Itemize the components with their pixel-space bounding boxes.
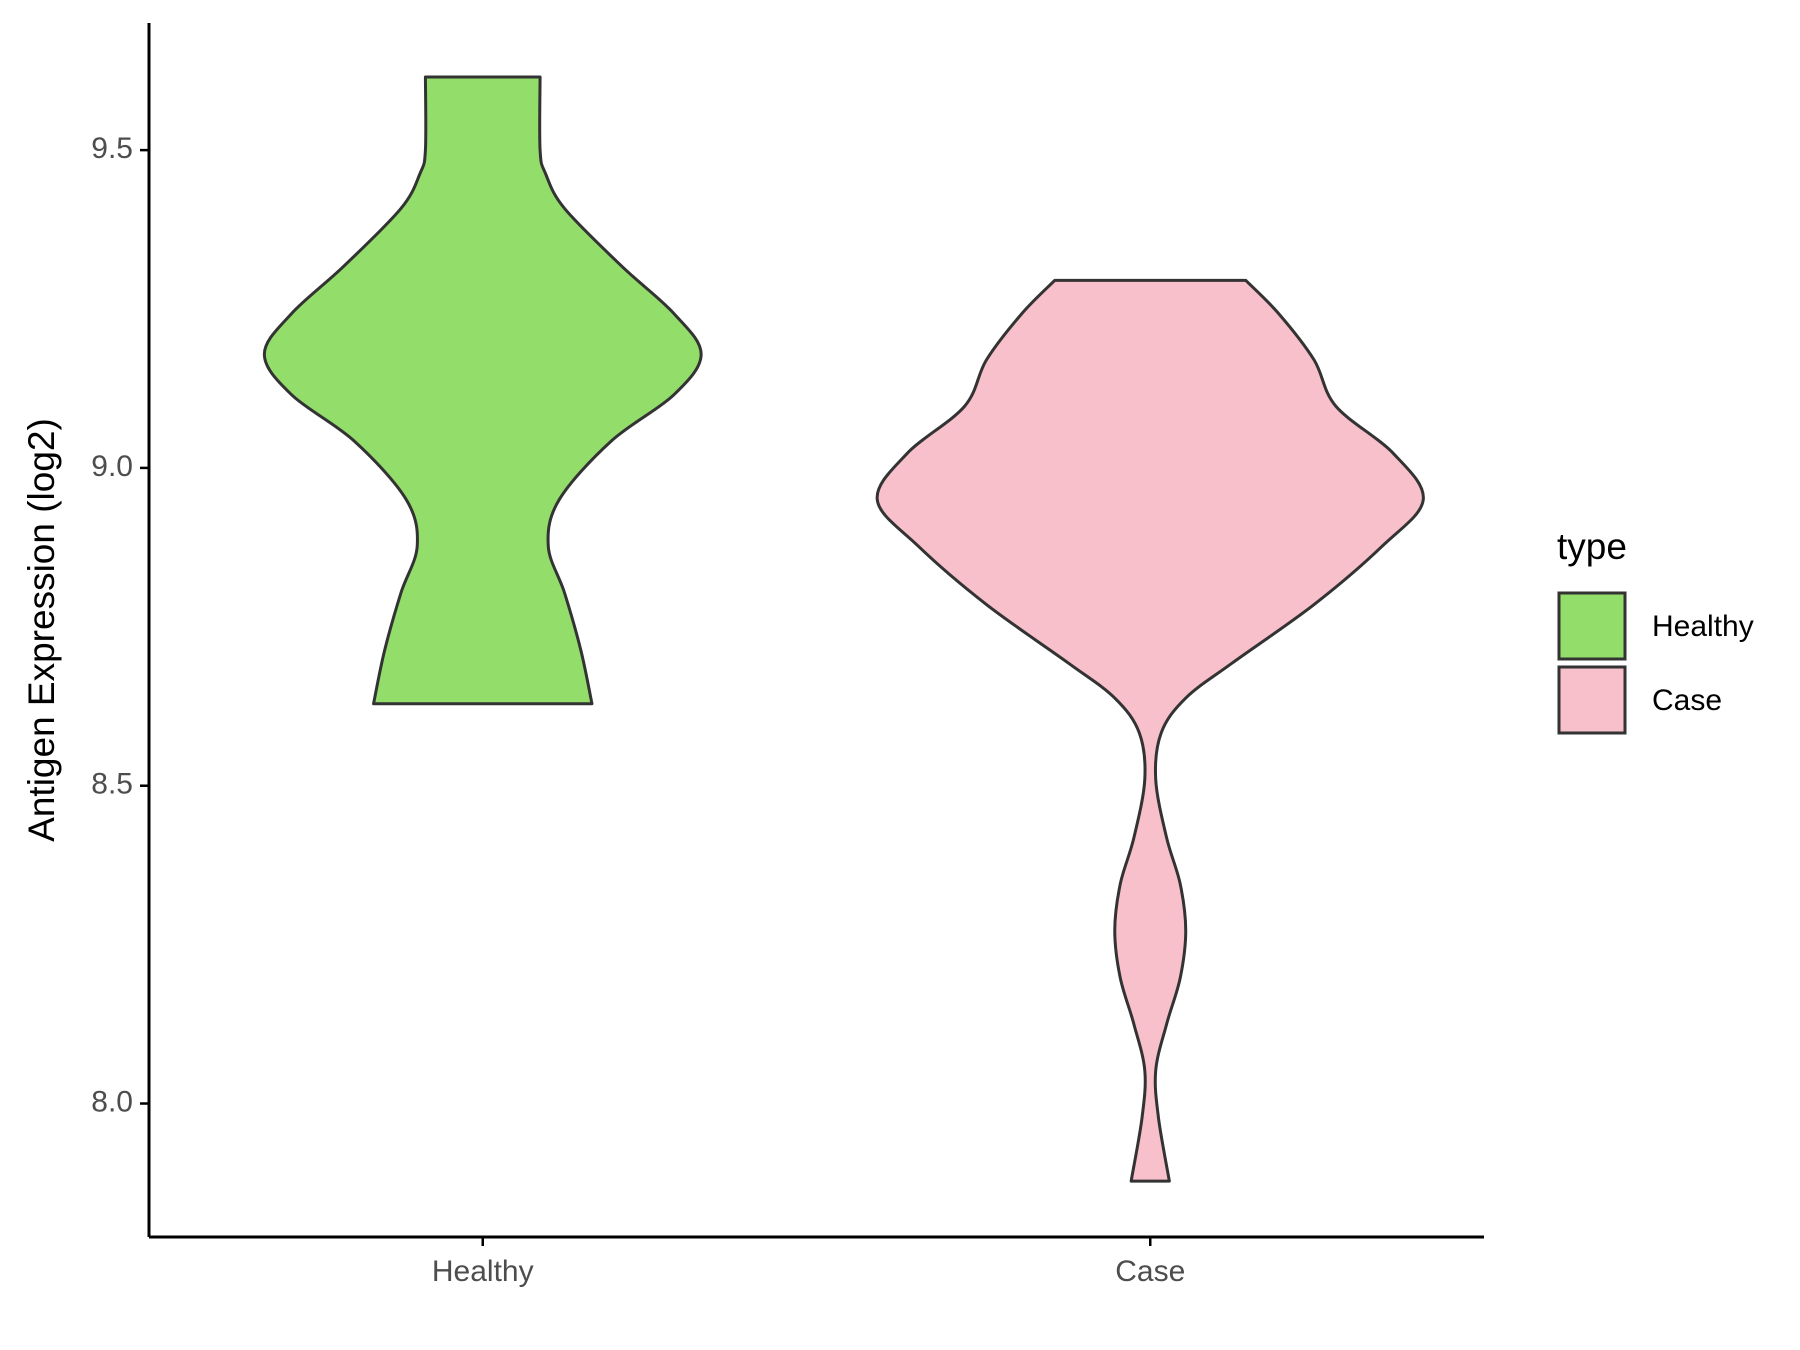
y-tick-label: 9.0 xyxy=(91,450,133,483)
violin xyxy=(262,75,703,706)
y-axis-title: Antigen Expression (log2) xyxy=(21,418,62,842)
x-tick-label: Healthy xyxy=(432,1255,534,1288)
legend-title: type xyxy=(1557,526,1627,567)
legend-label: Case xyxy=(1652,684,1722,717)
violin xyxy=(875,278,1425,1183)
legend-key xyxy=(1557,591,1627,661)
y-tick-label: 8.5 xyxy=(91,768,133,801)
x-tick-label: Case xyxy=(1115,1255,1185,1288)
y-tick-label: 9.5 xyxy=(91,132,133,165)
legend-label: Healthy xyxy=(1652,610,1754,643)
legend-key xyxy=(1557,665,1627,735)
y-tick-label: 8.0 xyxy=(91,1085,133,1118)
